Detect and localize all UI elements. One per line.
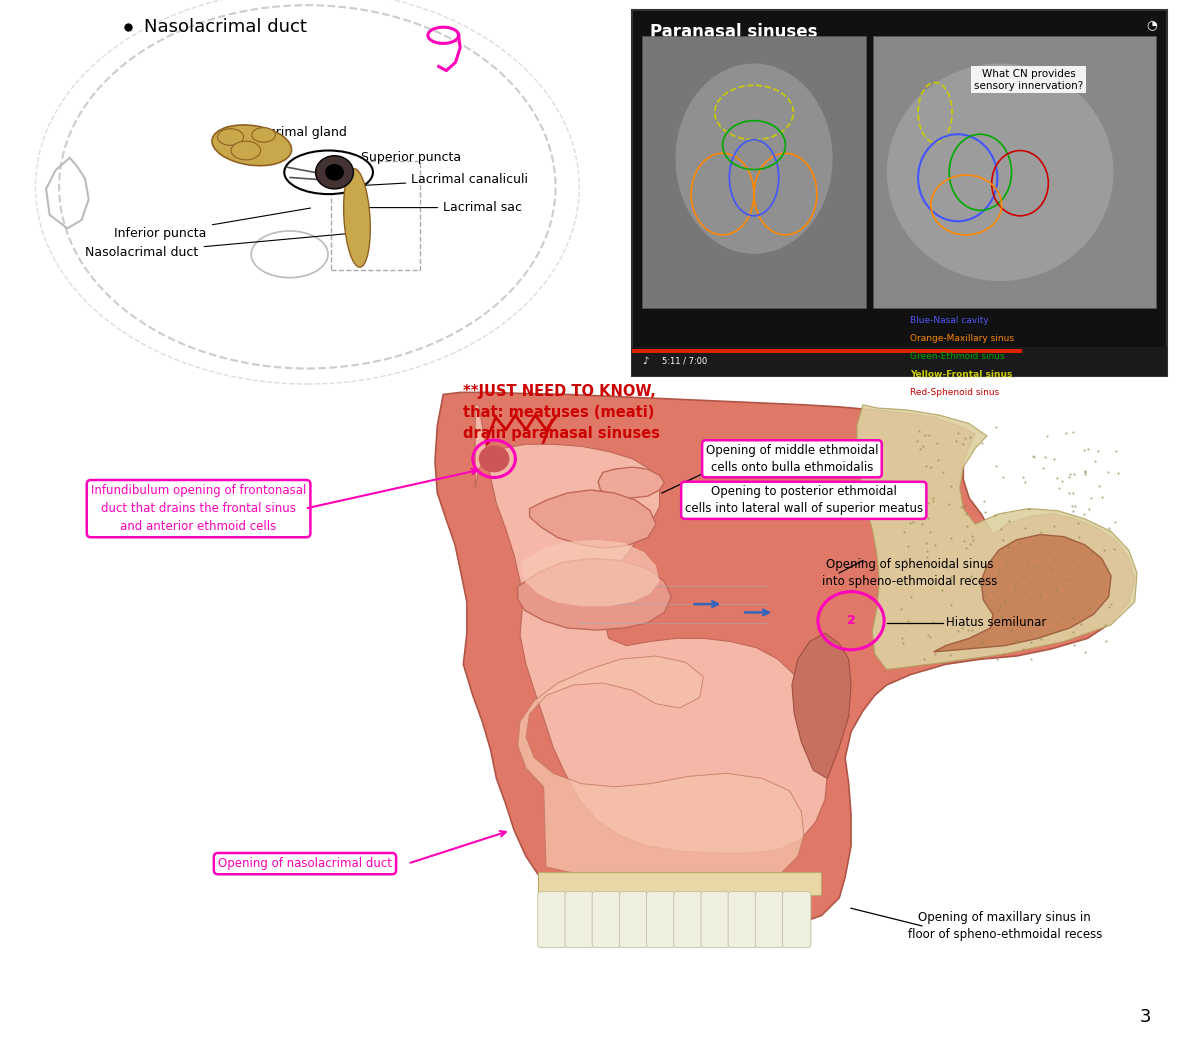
Ellipse shape (344, 169, 370, 267)
Text: Blue-Nasal cavity: Blue-Nasal cavity (910, 316, 989, 325)
Ellipse shape (252, 128, 275, 142)
Text: Paranasal sinuses: Paranasal sinuses (650, 23, 818, 40)
FancyBboxPatch shape (647, 892, 675, 948)
Circle shape (325, 164, 344, 181)
FancyBboxPatch shape (632, 347, 1167, 376)
Text: Orange-Maxillary sinus: Orange-Maxillary sinus (910, 333, 1014, 343)
Polygon shape (857, 405, 1137, 670)
Polygon shape (518, 656, 804, 887)
Text: Opening of nasolacrimal duct: Opening of nasolacrimal duct (217, 857, 392, 870)
Text: Opening of maxillary sinus in
floor of spheno-ethmoidal recess: Opening of maxillary sinus in floor of s… (908, 911, 1102, 940)
Circle shape (479, 445, 509, 472)
Text: Infundibulum opening of frontonasal
duct that drains the frontal sinus
and anter: Infundibulum opening of frontonasal duct… (91, 484, 306, 534)
Polygon shape (475, 405, 827, 853)
Text: **JUST NEED TO KNOW,
that: meatuses (meati)
drain paranasal sinuses: **JUST NEED TO KNOW, that: meatuses (mea… (463, 384, 661, 441)
Ellipse shape (886, 63, 1113, 281)
Text: 5:11 / 7:00: 5:11 / 7:00 (662, 357, 707, 365)
FancyBboxPatch shape (619, 892, 648, 948)
Text: Inferior puncta: Inferior puncta (115, 208, 311, 240)
FancyBboxPatch shape (701, 892, 729, 948)
Polygon shape (792, 633, 851, 778)
FancyBboxPatch shape (538, 892, 566, 948)
Polygon shape (518, 558, 671, 630)
Text: 2: 2 (846, 614, 856, 627)
Polygon shape (522, 540, 660, 606)
FancyBboxPatch shape (872, 36, 1156, 308)
FancyBboxPatch shape (728, 892, 756, 948)
Text: Opening to posterior ethmoidal
cells into lateral wall of superior meatus: Opening to posterior ethmoidal cells int… (684, 486, 923, 515)
Text: What CN provides
sensory innervation?: What CN provides sensory innervation? (974, 69, 1083, 90)
Text: Red-Sphenoid sinus: Red-Sphenoid sinus (910, 388, 1000, 398)
FancyBboxPatch shape (642, 36, 866, 308)
Text: Nasolacrimal duct: Nasolacrimal duct (85, 234, 346, 258)
Text: Opening of sphenoidal sinus
into spheno-ethmoidal recess: Opening of sphenoidal sinus into spheno-… (823, 558, 998, 589)
Text: Nasolacrimal duct: Nasolacrimal duct (144, 18, 307, 36)
FancyBboxPatch shape (565, 892, 593, 948)
FancyBboxPatch shape (592, 892, 621, 948)
Text: Opening of middle ethmoidal
cells onto bulla ethmoidalis: Opening of middle ethmoidal cells onto b… (706, 444, 878, 473)
Text: Superior puncta: Superior puncta (327, 152, 461, 170)
Text: 3: 3 (1139, 1008, 1151, 1026)
Ellipse shape (217, 129, 243, 145)
Ellipse shape (230, 141, 260, 160)
Text: Green-Ethmoid sinus: Green-Ethmoid sinus (910, 352, 1005, 361)
Text: Lacrimal sac: Lacrimal sac (369, 201, 522, 214)
FancyBboxPatch shape (755, 892, 784, 948)
FancyBboxPatch shape (632, 349, 1022, 353)
Ellipse shape (212, 125, 292, 166)
Polygon shape (530, 490, 656, 548)
Polygon shape (934, 535, 1111, 652)
Text: Hiatus semilunar: Hiatus semilunar (946, 617, 1046, 629)
Text: Lacrimal canaliculi: Lacrimal canaliculi (339, 173, 528, 187)
Text: Lacrimal gland: Lacrimal gland (245, 127, 348, 146)
Text: Yellow-Frontal sinus: Yellow-Frontal sinus (910, 370, 1013, 379)
FancyBboxPatch shape (632, 10, 1167, 376)
Ellipse shape (675, 63, 832, 254)
Polygon shape (435, 392, 1135, 936)
Text: ♪: ♪ (642, 356, 648, 366)
Circle shape (316, 156, 353, 189)
FancyBboxPatch shape (674, 892, 702, 948)
FancyBboxPatch shape (538, 872, 821, 895)
Ellipse shape (284, 151, 374, 194)
Text: ◔: ◔ (1147, 19, 1157, 32)
FancyBboxPatch shape (782, 892, 811, 948)
Polygon shape (598, 467, 664, 498)
